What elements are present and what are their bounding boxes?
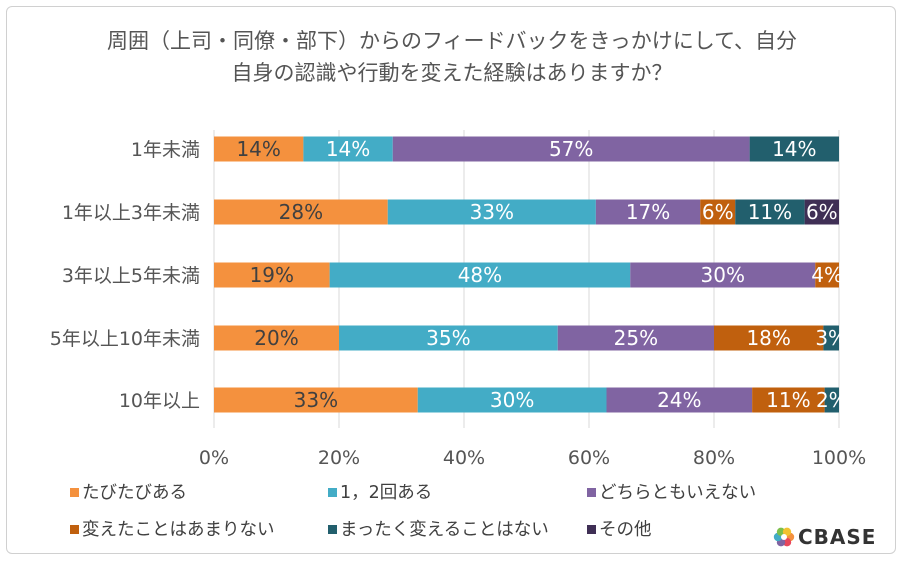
bar-segment [595, 199, 701, 225]
bar-segment [303, 136, 393, 162]
data-label: 3% [815, 326, 847, 350]
logo-petal [776, 527, 786, 537]
x-tick-label: 60% [568, 447, 610, 469]
cbase-logo: CBASE [773, 525, 876, 549]
bar-segment [557, 325, 714, 351]
legend-swatch [70, 525, 79, 534]
data-label: 14% [772, 137, 816, 161]
bar-segment [214, 325, 339, 351]
legend-label: 1，2回ある [340, 483, 432, 503]
data-label: 33% [294, 388, 338, 412]
data-label: 6% [702, 200, 734, 224]
brand-name: CBASE [798, 525, 876, 549]
data-label: 4% [811, 263, 843, 287]
data-label: 14% [236, 137, 280, 161]
x-tick-label: 80% [693, 447, 735, 469]
data-label: 30% [701, 263, 745, 287]
bar-segment [417, 387, 607, 413]
data-label: 6% [806, 200, 838, 224]
legend-label: たびたびある [82, 483, 187, 503]
bar-segment [606, 387, 753, 413]
bar-segment [392, 136, 750, 162]
category-label: 3年以上5年未満 [62, 265, 200, 287]
bar-segment [214, 262, 330, 288]
bar-segment [339, 325, 558, 351]
data-label: 19% [250, 263, 294, 287]
legend-label: まったく変えることはない [340, 520, 549, 540]
bar-segment [815, 262, 839, 288]
data-label: 48% [458, 263, 502, 287]
x-tick-label: 40% [443, 447, 485, 469]
bar-segment [823, 325, 839, 351]
data-label: 20% [254, 326, 298, 350]
data-label: 2% [816, 388, 848, 412]
category-label: 1年以上3年未満 [62, 202, 200, 224]
data-label: 24% [657, 388, 701, 412]
bar-segment [700, 199, 736, 225]
legend-swatch [587, 488, 596, 497]
data-label: 17% [626, 200, 670, 224]
data-label: 35% [426, 326, 470, 350]
bar-segment [387, 199, 596, 225]
legend-swatch [328, 525, 337, 534]
bar-segment [735, 199, 805, 225]
bar-segment [804, 199, 839, 225]
bar-segment [214, 136, 304, 162]
data-label: 11% [748, 200, 792, 224]
legend-swatch [70, 488, 79, 497]
category-label: 10年以上 [119, 390, 200, 412]
legend-swatch [328, 488, 337, 497]
data-label: 11% [766, 388, 810, 412]
bar-segment [214, 199, 388, 225]
data-label: 30% [490, 388, 534, 412]
category-label: 1年未満 [131, 139, 200, 161]
bar-segment [214, 387, 418, 413]
data-label: 28% [279, 200, 323, 224]
bar-segment [630, 262, 816, 288]
x-tick-label: 20% [318, 447, 360, 469]
data-label: 18% [746, 326, 790, 350]
logo-center [781, 534, 787, 540]
chart-title-line: 自身の認識や行動を変えた経験はありますか？ [232, 61, 673, 85]
data-label: 14% [326, 137, 370, 161]
chart-title-line: 周囲（上司・同僚・部下）からのフィードバックをきっかけにして、自分 [107, 29, 797, 53]
bar-segment [749, 136, 839, 162]
bar-segment [714, 325, 824, 351]
bar-segment [824, 387, 839, 413]
legend-label: 変えたことはあまりない [82, 520, 275, 540]
data-label: 57% [549, 137, 593, 161]
legend-label: どちらともいえない [599, 483, 756, 503]
bar-segment [329, 262, 631, 288]
logo-petal [782, 527, 792, 537]
x-tick-label: 0% [199, 447, 229, 469]
data-label: 33% [470, 200, 514, 224]
category-label: 5年以上10年未満 [50, 328, 200, 350]
bar-segment [752, 387, 825, 413]
legend-label: その他 [599, 520, 652, 540]
logo-petal [782, 537, 792, 547]
data-label: 25% [614, 326, 658, 350]
x-tick-label: 100% [812, 447, 866, 469]
legend-swatch [587, 525, 596, 534]
